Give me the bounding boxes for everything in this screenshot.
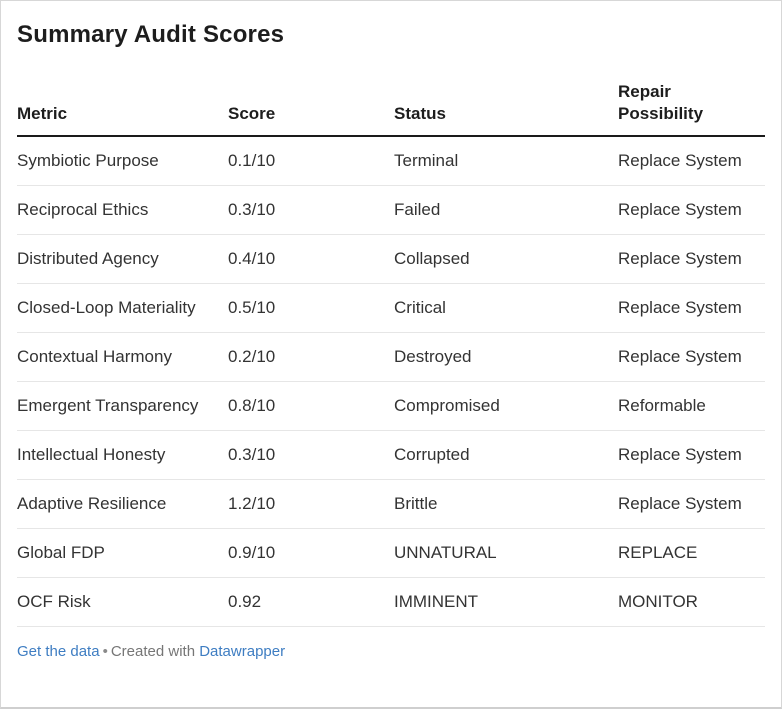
table-row: Contextual Harmony 0.2/10 Destroyed Repl… <box>17 332 765 382</box>
datawrapper-link[interactable]: Datawrapper <box>199 643 286 660</box>
table-row: Global FDP 0.9/10 UNNATURAL REPLACE <box>17 528 765 578</box>
cell-metric: Symbiotic Purpose <box>17 136 228 186</box>
table-row: OCF Risk 0.92 IMMINENT MONITOR <box>17 577 765 627</box>
column-header-score: Score <box>228 49 394 137</box>
table-row: Adaptive Resilience 1.2/10 Brittle Repla… <box>17 479 765 529</box>
summary-audit-table: Metric Score Status Repair Possibility S… <box>17 49 765 627</box>
cell-metric: OCF Risk <box>17 577 228 627</box>
cell-score: 0.3/10 <box>228 185 394 235</box>
cell-status: Failed <box>394 185 618 235</box>
cell-status: Compromised <box>394 381 618 431</box>
column-header-status: Status <box>394 49 618 137</box>
cell-repair: Reformable <box>618 381 765 431</box>
table-row: Closed-Loop Materiality 0.5/10 Critical … <box>17 283 765 333</box>
cell-metric: Adaptive Resilience <box>17 479 228 529</box>
cell-status: Terminal <box>394 136 618 186</box>
cell-repair: Replace System <box>618 430 765 480</box>
cell-metric: Global FDP <box>17 528 228 578</box>
cell-score: 0.3/10 <box>228 430 394 480</box>
cell-status: Collapsed <box>394 234 618 284</box>
get-the-data-link[interactable]: Get the data <box>17 643 100 660</box>
table-row: Symbiotic Purpose 0.1/10 Terminal Replac… <box>17 136 765 186</box>
cell-repair: Replace System <box>618 283 765 333</box>
table-row: Distributed Agency 0.4/10 Collapsed Repl… <box>17 234 765 284</box>
cell-repair: Replace System <box>618 332 765 382</box>
cell-score: 0.4/10 <box>228 234 394 284</box>
cell-metric: Reciprocal Ethics <box>17 185 228 235</box>
cell-score: 0.5/10 <box>228 283 394 333</box>
cell-status: Brittle <box>394 479 618 529</box>
table-row: Intellectual Honesty 0.3/10 Corrupted Re… <box>17 430 765 480</box>
page-title: Summary Audit Scores <box>17 21 285 48</box>
cell-metric: Contextual Harmony <box>17 332 228 382</box>
cell-score: 0.2/10 <box>228 332 394 382</box>
created-with-label: Created with <box>110 643 196 660</box>
column-header-repair-possibility: Repair Possibility <box>618 49 765 137</box>
cell-repair: REPLACE <box>618 528 765 578</box>
cell-repair: MONITOR <box>618 577 765 627</box>
table-row: Reciprocal Ethics 0.3/10 Failed Replace … <box>17 185 765 235</box>
cell-metric: Closed-Loop Materiality <box>17 283 228 333</box>
footer-separator: • <box>102 643 108 660</box>
cell-status: Critical <box>394 283 618 333</box>
cell-status: UNNATURAL <box>394 528 618 578</box>
cell-metric: Distributed Agency <box>17 234 228 284</box>
cell-score: 0.9/10 <box>228 528 394 578</box>
cell-metric: Intellectual Honesty <box>17 430 228 480</box>
table-body: Symbiotic Purpose 0.1/10 Terminal Replac… <box>17 136 765 627</box>
cell-score: 1.2/10 <box>228 479 394 529</box>
cell-repair: Replace System <box>618 234 765 284</box>
cell-repair: Replace System <box>618 479 765 529</box>
cell-score: 0.8/10 <box>228 381 394 431</box>
table-row: Emergent Transparency 0.8/10 Compromised… <box>17 381 765 431</box>
column-header-metric: Metric <box>17 49 228 137</box>
cell-repair: Replace System <box>618 136 765 186</box>
cell-status: Destroyed <box>394 332 618 382</box>
cell-status: IMMINENT <box>394 577 618 627</box>
cell-repair: Replace System <box>618 185 765 235</box>
table-header-row: Metric Score Status Repair Possibility <box>17 49 765 137</box>
cell-score: 0.92 <box>228 577 394 627</box>
cell-metric: Emergent Transparency <box>17 381 228 431</box>
cell-status: Corrupted <box>394 430 618 480</box>
attribution-footer: Get the data • Created with Datawrapper <box>17 627 765 677</box>
cell-score: 0.1/10 <box>228 136 394 186</box>
